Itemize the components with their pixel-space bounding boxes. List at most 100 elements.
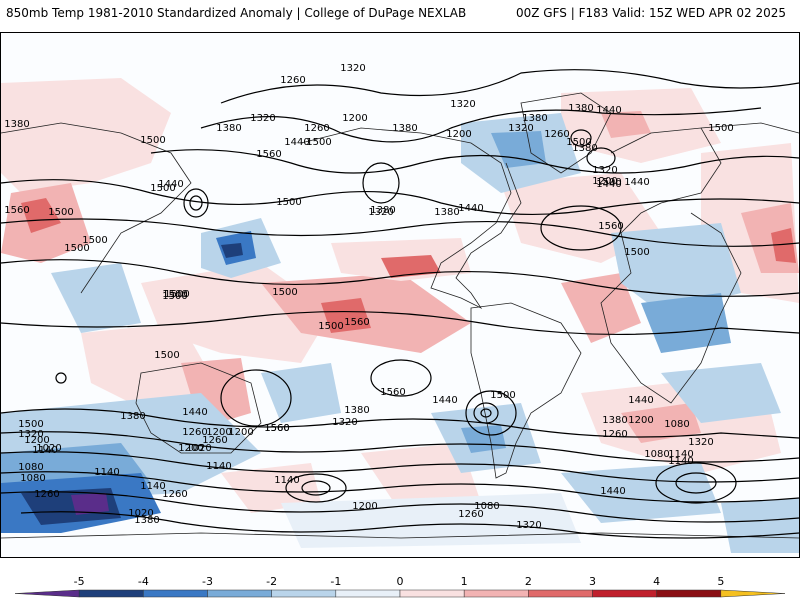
contour-label: 1320	[340, 63, 365, 74]
contour-label: 1500	[596, 177, 621, 188]
contour-label: 1440	[458, 203, 483, 214]
contour-label: 1500	[162, 289, 187, 300]
contour-label: 1380	[392, 123, 417, 134]
contour-label: 1320	[368, 207, 393, 218]
contour-label: 1260	[602, 429, 627, 440]
contour-label: 1200	[628, 415, 653, 426]
contour-label: 1140	[94, 467, 119, 478]
contour-label: 1080	[18, 462, 43, 473]
contour-label: 1380	[568, 103, 593, 114]
colorbar-segment	[143, 589, 208, 598]
colorbar-segment	[207, 589, 272, 598]
contour-label: 1380	[370, 205, 395, 216]
contour-label: 1560	[264, 423, 289, 434]
colorbar-segment	[528, 589, 593, 598]
contour-label: 1260	[280, 75, 305, 86]
contour-label: 1500	[48, 207, 73, 218]
contour-label: 1020	[128, 508, 153, 519]
contour-label: 1380	[572, 143, 597, 154]
contour-label: 1500	[306, 137, 331, 148]
contour-label: 1380	[216, 123, 241, 134]
contour-label: 1440	[596, 179, 621, 190]
colorbar-segment	[592, 589, 657, 598]
contour-label: 1560	[598, 221, 623, 232]
colorbar-segment	[271, 589, 337, 598]
colorbar-tick-label: -3	[202, 575, 213, 588]
colorbar-segment	[463, 589, 529, 598]
contour-label: 1440	[432, 395, 457, 406]
contour-label: 1200	[178, 443, 203, 454]
colorbar-tick-label: -2	[266, 575, 278, 588]
contour-label: 1380	[602, 415, 627, 426]
coastlines	[1, 92, 799, 539]
contour-label: 1080	[664, 419, 689, 430]
contour-label: 1320	[332, 417, 357, 428]
contour-label: 1260	[182, 427, 207, 438]
contour-label: 1500	[490, 390, 515, 401]
colorbar-tick-label: -5	[73, 575, 85, 588]
height-contours	[1, 69, 799, 539]
model-run-info: 00Z GFS | F183 Valid: 15Z WED APR 02 202…	[515, 6, 786, 20]
contour-label: 1140	[206, 461, 231, 472]
contour-label: 1500	[154, 350, 179, 361]
contour-label: 1380	[344, 405, 369, 416]
contour-label: 1560	[256, 149, 281, 160]
contour-label: 1080	[474, 501, 499, 512]
contour-label: 1440	[596, 105, 621, 116]
contour-label: 1200	[342, 113, 367, 124]
colorbar-tick-label: 5	[717, 575, 725, 588]
contour-label: 1500	[150, 183, 175, 194]
contour-label: 1380	[134, 515, 159, 526]
contour-label: 1320	[450, 99, 475, 110]
contour-label: 1500	[64, 243, 89, 254]
colorbar-segment	[78, 589, 144, 598]
contour-label: 1080	[20, 473, 45, 484]
contour-label: 1320	[688, 437, 713, 448]
contour-label: 1200	[352, 501, 377, 512]
contour-label: 1500	[82, 235, 107, 246]
contour-label: 1500	[708, 123, 733, 134]
contour-label: 1380	[4, 119, 29, 130]
colorbar-tick-label: -1	[330, 575, 342, 588]
contour-label: 1140	[668, 449, 693, 460]
contour-label: 1200	[24, 435, 49, 446]
contour-label: 1500	[164, 289, 189, 300]
contour-label: 1140	[274, 475, 299, 486]
contour-label: 1260	[304, 123, 329, 134]
contour-label: 1560	[344, 317, 369, 328]
colorbar-segment	[335, 589, 401, 598]
colorbar	[14, 589, 786, 598]
contour-label: 1500	[276, 197, 301, 208]
contour-label: 1260	[458, 509, 483, 520]
contour-label: 1380	[120, 411, 145, 422]
colorbar-segment	[720, 589, 786, 598]
colorbar-tick-label: 0	[396, 575, 404, 588]
anomaly-map: 1320 1260 1380 1380 1320 1260 1200 1380 1500 1440…	[0, 32, 800, 558]
contour-label: 1560	[380, 387, 405, 398]
contour-label: 1380	[434, 207, 459, 218]
contour-label: 1380	[522, 113, 547, 124]
contour-label: 1500	[624, 247, 649, 258]
contour-label: 1260	[34, 489, 59, 500]
contour-label: 1320	[18, 429, 43, 440]
contour-label: 1200	[446, 129, 471, 140]
contour-label: 1560	[264, 423, 289, 434]
contour-label: 1440	[182, 407, 207, 418]
contour-label: 1320	[592, 165, 617, 176]
contour-label: 1320	[250, 113, 275, 124]
contour-label: 1260	[202, 435, 227, 446]
contour-label: 1200	[206, 427, 231, 438]
colorbar-segment	[399, 589, 465, 598]
contour-label: 1440	[158, 179, 183, 190]
colorbar-segment	[656, 589, 722, 598]
contour-label: 1440	[600, 486, 625, 497]
contour-label: 1140	[32, 445, 57, 456]
contour-label: 1440	[628, 395, 653, 406]
colorbar-tick-label: 1	[460, 575, 468, 588]
contour-label: 1320	[516, 520, 541, 531]
contour-label: 1140	[140, 481, 165, 492]
colorbar-tick-label: -4	[137, 575, 149, 588]
contour-label: 1020	[36, 443, 61, 454]
